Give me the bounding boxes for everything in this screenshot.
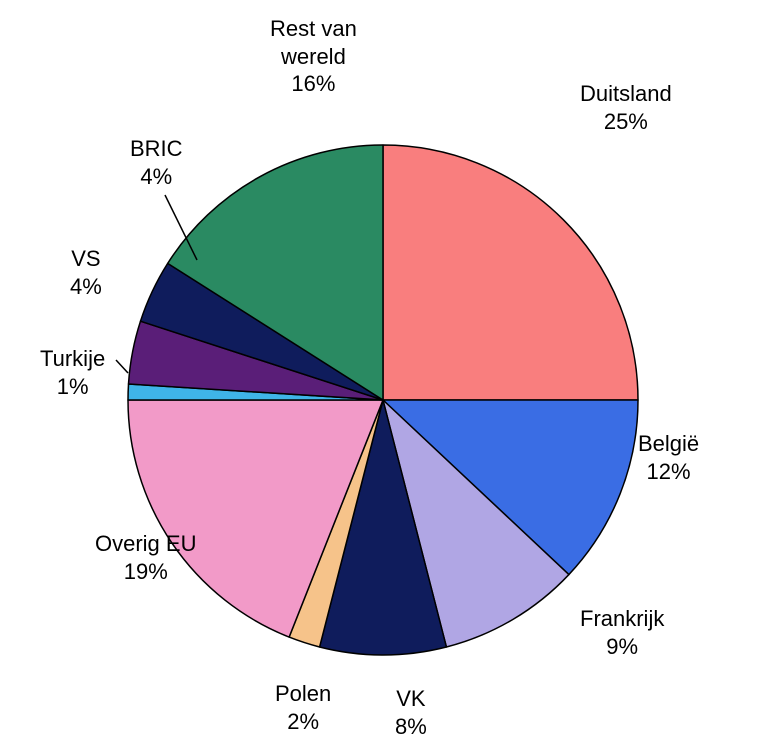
slice-label-name: Duitsland xyxy=(580,81,672,106)
slice-label-percent: 25% xyxy=(604,109,648,134)
slice-label-percent: 4% xyxy=(140,164,172,189)
slice-label-name: Polen xyxy=(275,681,331,706)
slice-label: België 12% xyxy=(638,430,699,485)
slice-label: VK 8% xyxy=(395,685,427,740)
slice-label: Overig EU 19% xyxy=(95,530,196,585)
slice-label-name: Turkije xyxy=(40,346,105,371)
slice-label-percent: 9% xyxy=(606,634,638,659)
slice-label: Duitsland 25% xyxy=(580,80,672,135)
slice-label: BRIC 4% xyxy=(130,135,183,190)
slice-label-name: BRIC xyxy=(130,136,183,161)
slice-label: Frankrijk 9% xyxy=(580,605,664,660)
slice-label: Turkije 1% xyxy=(40,345,105,400)
slice-label-percent: 4% xyxy=(70,274,102,299)
slice-label-percent: 12% xyxy=(647,459,691,484)
slice-label-name: Rest van xyxy=(270,16,357,41)
slice-label-name: wereld xyxy=(281,44,346,69)
slice-label-percent: 16% xyxy=(291,71,335,96)
slice-label-name: Frankrijk xyxy=(580,606,664,631)
slice-label-name: Overig EU xyxy=(95,531,196,556)
slice-label: Rest van wereld16% xyxy=(270,15,357,98)
slice-label-percent: 1% xyxy=(57,374,89,399)
leader-line xyxy=(116,360,128,373)
slice-label-name: VK xyxy=(396,686,425,711)
slice-label: Polen 2% xyxy=(275,680,331,735)
pie-chart-container: Duitsland 25% België 12% Frankrijk 9% VK 8% Pole… xyxy=(0,0,766,739)
slice-label: VS 4% xyxy=(70,245,102,300)
slice-label-percent: 19% xyxy=(124,559,168,584)
slice-label-percent: 2% xyxy=(287,709,319,734)
slice-label-name: België xyxy=(638,431,699,456)
pie-slice xyxy=(383,145,638,400)
slice-label-name: VS xyxy=(71,246,100,271)
slice-label-percent: 8% xyxy=(395,714,427,739)
